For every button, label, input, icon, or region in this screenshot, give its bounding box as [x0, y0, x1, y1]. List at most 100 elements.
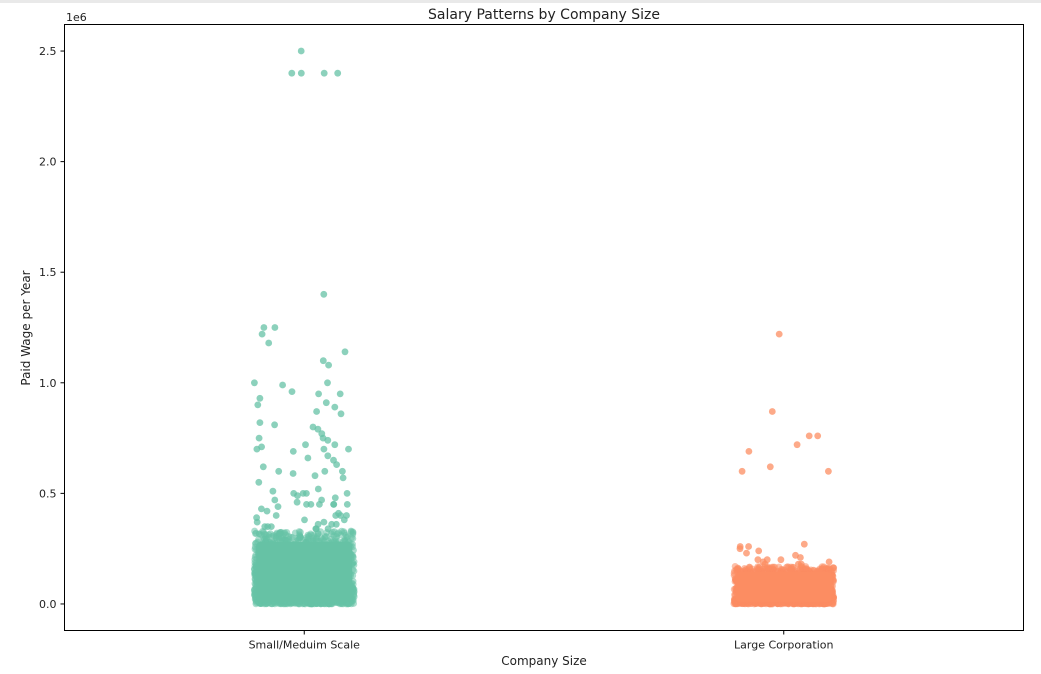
data-point	[343, 490, 351, 497]
data-point	[331, 403, 339, 411]
y-tick-label: 2.5	[39, 45, 57, 58]
data-point	[256, 419, 264, 426]
data-point	[278, 535, 285, 542]
data-point	[289, 470, 297, 477]
data-point	[288, 388, 296, 395]
series-points	[250, 47, 358, 608]
y-axis-label: Paid Wage per Year	[19, 270, 33, 385]
data-point	[333, 461, 340, 468]
data-point	[761, 560, 769, 568]
data-point	[255, 478, 263, 486]
data-point	[255, 434, 263, 442]
data-point	[797, 554, 804, 561]
data-point	[272, 512, 280, 519]
data-point	[303, 501, 310, 508]
data-point	[256, 394, 264, 402]
data-point	[269, 487, 277, 495]
y-tick-label: 1.0	[39, 377, 57, 390]
data-point	[316, 501, 323, 508]
data-point	[312, 525, 320, 533]
data-point	[271, 421, 278, 429]
data-point	[768, 408, 776, 415]
data-point	[777, 556, 785, 564]
data-point	[333, 530, 341, 538]
data-point	[825, 467, 832, 475]
data-point	[322, 399, 330, 407]
data-point	[297, 47, 305, 55]
y-tick-label: 0.0	[39, 598, 57, 611]
data-point	[299, 490, 307, 497]
data-point	[330, 501, 337, 508]
data-point	[302, 441, 309, 449]
data-point	[336, 600, 344, 608]
data-point	[775, 563, 783, 571]
data-point	[262, 534, 269, 541]
data-point	[254, 401, 262, 409]
data-point	[252, 530, 259, 537]
data-point	[769, 600, 776, 608]
data-point	[275, 467, 283, 475]
data-point	[304, 454, 312, 462]
series-points	[730, 330, 838, 608]
data-point	[805, 432, 813, 440]
data-point	[332, 512, 340, 519]
data-point	[324, 379, 331, 387]
data-point	[260, 324, 268, 331]
data-point	[321, 467, 329, 475]
plot-frame	[64, 24, 1024, 631]
data-point	[743, 549, 750, 557]
data-point	[314, 425, 322, 433]
data-point	[324, 452, 332, 460]
data-point	[297, 69, 305, 77]
top-edge-line	[0, 0, 1041, 3]
data-point	[754, 556, 762, 564]
dense-band	[256, 541, 353, 602]
data-point	[313, 408, 320, 415]
x-tick-label: Large Corporation	[734, 639, 833, 652]
data-point	[331, 441, 339, 449]
y-tick-label: 0.5	[39, 487, 57, 500]
data-point	[341, 348, 349, 356]
y-tick-label: 1.5	[39, 266, 57, 279]
data-point	[766, 463, 774, 471]
data-point	[793, 441, 801, 449]
data-point	[339, 467, 346, 475]
data-point	[755, 547, 763, 555]
data-point	[814, 432, 822, 440]
data-point	[340, 516, 348, 524]
data-point	[258, 505, 265, 513]
data-point	[337, 410, 345, 418]
data-point	[315, 390, 322, 398]
data-point	[324, 525, 332, 533]
data-point	[311, 472, 319, 480]
data-point	[271, 324, 279, 331]
dense-band	[735, 572, 832, 602]
data-point	[259, 463, 267, 471]
data-point	[336, 390, 344, 398]
data-point	[778, 600, 786, 608]
data-point	[324, 436, 332, 444]
y-offset-label: 1e6	[66, 11, 87, 24]
data-point	[332, 520, 340, 528]
data-point	[800, 540, 808, 548]
data-point	[820, 563, 828, 571]
data-point	[304, 531, 312, 539]
data-point	[320, 445, 328, 453]
data-point	[293, 498, 301, 506]
data-point	[301, 516, 308, 524]
axes-layer: 0.0 0.5 1.0 1.5 2.0 2.5 Small/Meduim Scale Larg…	[39, 45, 833, 651]
data-point	[754, 563, 762, 571]
data-point	[738, 467, 746, 475]
data-point	[745, 543, 752, 550]
data-point	[293, 534, 301, 542]
data-point	[320, 518, 328, 526]
data-point	[339, 474, 347, 482]
data-point	[264, 523, 272, 530]
data-point	[325, 361, 332, 369]
data-point	[825, 558, 833, 566]
data-point	[294, 492, 301, 499]
points-layer	[250, 47, 838, 608]
data-point	[288, 69, 296, 77]
data-point	[253, 445, 261, 453]
data-point	[265, 339, 273, 347]
